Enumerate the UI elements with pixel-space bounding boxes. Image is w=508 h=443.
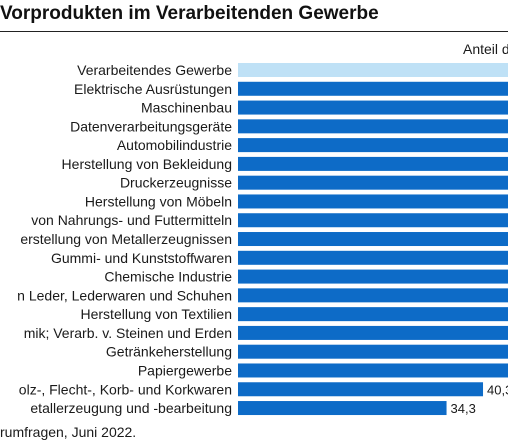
category-label-15: Getränkeherstellung: [106, 344, 232, 360]
bar-1: [238, 81, 508, 96]
category-label-8: von Nahrungs- und Futtermitteln: [31, 212, 232, 228]
category-label-9: erstellung von Metallerzeugnissen: [20, 231, 232, 247]
bar-3: [238, 119, 508, 134]
category-label-1: Elektrische Ausrüstungen: [74, 81, 232, 97]
category-label-7: Herstellung von Möbeln: [85, 193, 232, 209]
bar-6: [238, 175, 508, 190]
value-label-18: 34,3: [451, 401, 476, 416]
category-label-16: Papiergewerbe: [138, 362, 232, 378]
unit-label: Anteil d: [463, 41, 508, 57]
bar-8: [238, 213, 508, 228]
category-label-4: Automobilindustrie: [117, 137, 232, 153]
bar-17: [238, 382, 484, 397]
bar-2: [238, 100, 508, 115]
bar-16: [238, 363, 508, 378]
chart-title: Vorprodukten im Verarbeitenden Gewerbe: [0, 3, 379, 24]
category-label-11: Chemische Industrie: [104, 269, 232, 285]
category-label-14: mik; Verarb. v. Steinen und Erden: [24, 325, 232, 341]
value-label-17: 40,3: [487, 382, 508, 397]
bar-18: [238, 401, 447, 416]
source-note: rumfragen, Juni 2022.: [0, 424, 137, 440]
category-label-6: Druckerzeugnisse: [120, 175, 232, 191]
category-label-12: n Leder, Lederwaren und Schuhen: [17, 287, 232, 303]
category-label-18: etallerzeugung und -bearbeitung: [30, 400, 232, 416]
category-label-0: Verarbeitendes Gewerbe: [77, 62, 232, 78]
title-rule: [0, 31, 508, 32]
category-label-17: olz-, Flecht-, Korb- und Korkwaren: [19, 381, 232, 397]
bar-0: [238, 63, 508, 77]
bar-12: [238, 288, 508, 303]
bar-10: [238, 250, 508, 265]
bar-9: [238, 232, 508, 247]
category-label-5: Herstellung von Bekleidung: [62, 156, 232, 172]
category-label-3: Datenverarbeitungsgeräte: [70, 118, 232, 134]
bar-13: [238, 307, 508, 322]
category-label-2: Maschinenbau: [141, 100, 232, 116]
bar-11: [238, 269, 508, 284]
bar-15: [238, 344, 508, 359]
bar-14: [238, 325, 508, 340]
bar-4: [238, 138, 508, 153]
category-label-10: Gummi- und Kunststoffwaren: [51, 250, 232, 266]
category-label-13: Herstellung von Textilien: [81, 306, 233, 322]
bar-7: [238, 194, 508, 209]
bar-5: [238, 156, 508, 171]
